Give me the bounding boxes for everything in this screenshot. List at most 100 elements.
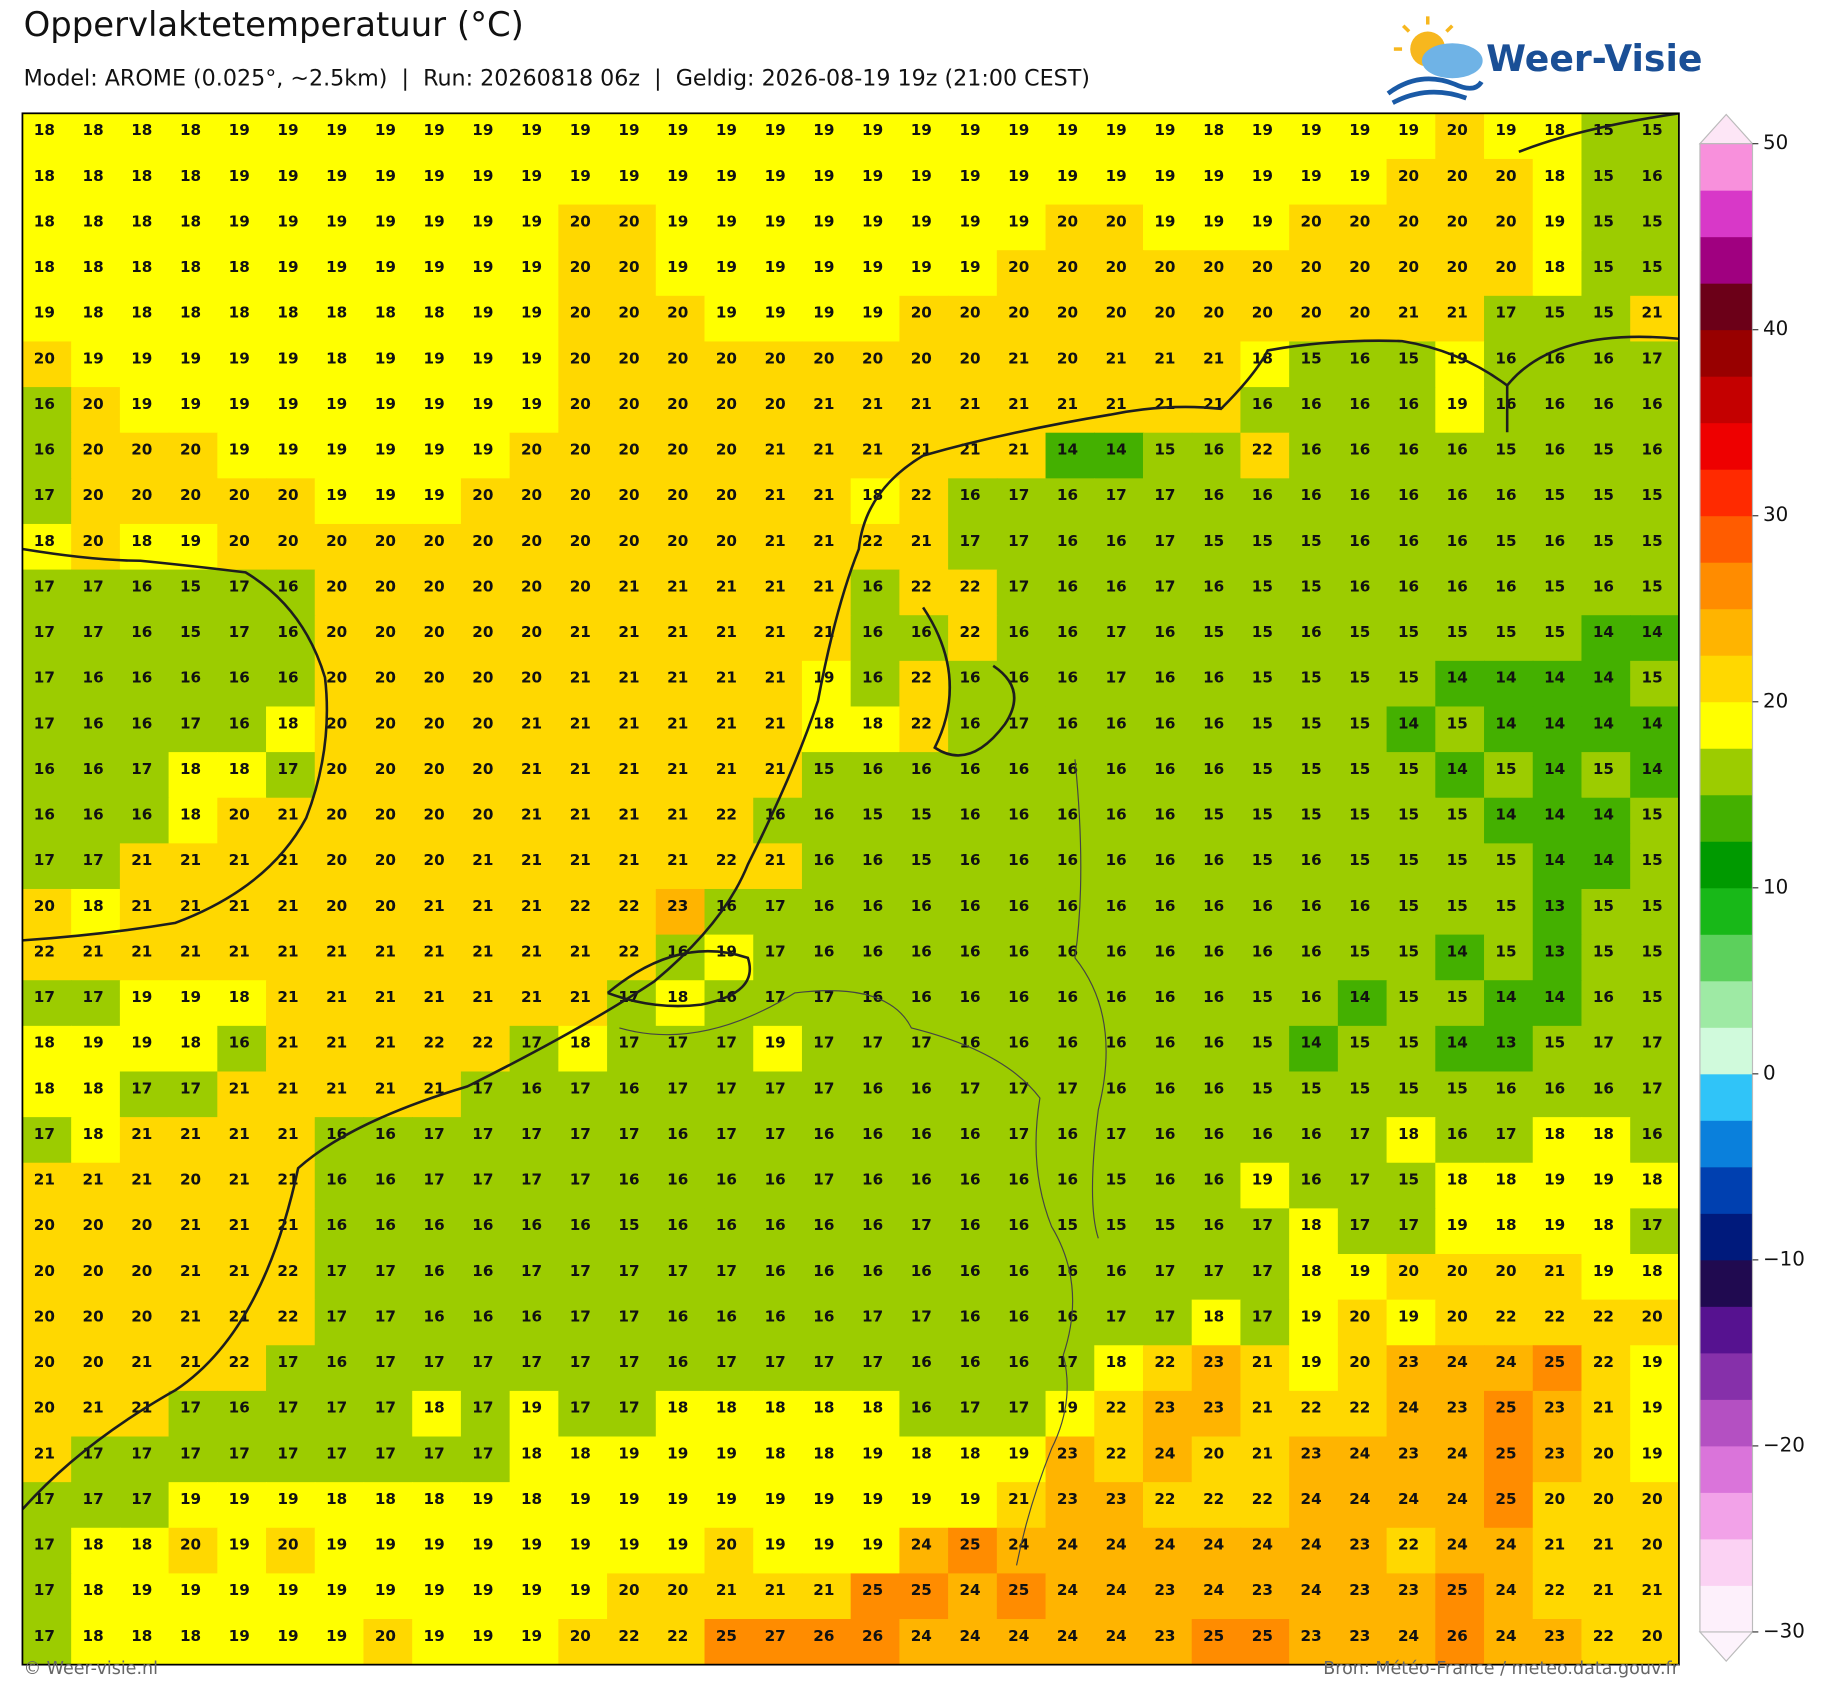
temp-label: 19	[472, 1490, 493, 1508]
temp-cell	[412, 478, 462, 525]
temp-cell	[996, 158, 1047, 206]
temp-label: 17	[1057, 1079, 1078, 1097]
temp-label: 20	[1008, 258, 1029, 276]
temp-cell	[1289, 752, 1339, 799]
temp-label: 17	[34, 851, 55, 869]
temp-cell	[1289, 250, 1339, 297]
temp-label: 22	[277, 1262, 298, 1280]
temp-label: 19	[1544, 1216, 1565, 1234]
temp-label: 21	[667, 623, 688, 641]
temp-label: 16	[1008, 623, 1029, 641]
temp-cell	[314, 615, 365, 662]
temp-cell	[899, 752, 949, 799]
temp-label: 16	[911, 942, 932, 960]
temp-cell	[1289, 158, 1339, 206]
temp-label: 21	[765, 486, 786, 504]
temp-cell	[217, 888, 267, 936]
temp-label: 19	[521, 349, 542, 367]
temp-label: 20	[83, 441, 104, 459]
temp-label: 16	[424, 1262, 445, 1280]
temp-label: 18	[1301, 1262, 1322, 1280]
temp-cell	[948, 660, 998, 708]
temp-label: 18	[131, 258, 152, 276]
temp-label: 20	[83, 1216, 104, 1234]
temp-cell	[509, 113, 560, 160]
temp-label: 16	[1495, 349, 1516, 367]
temp-label: 21	[862, 395, 883, 413]
temp-cell	[1191, 523, 1242, 571]
temp-cell	[1532, 158, 1583, 206]
temp-label: 16	[1008, 760, 1029, 778]
temp-label: 16	[1008, 988, 1029, 1006]
temp-cell	[363, 569, 413, 616]
temp-label: 21	[229, 942, 250, 960]
temp-label: 20	[1544, 1490, 1565, 1508]
temp-cell	[1094, 569, 1144, 616]
temp-label: 18	[34, 212, 55, 230]
temp-label: 17	[911, 1216, 932, 1234]
temp-label: 19	[277, 395, 298, 413]
temp-label: 15	[1642, 988, 1663, 1006]
temp-label: 15	[1593, 532, 1614, 550]
temp-label: 19	[1642, 1399, 1663, 1417]
temp-label: 14	[1593, 623, 1614, 641]
temp-cell	[1240, 569, 1290, 616]
temp-label: 17	[1495, 1125, 1516, 1143]
temp-label: 21	[1252, 1444, 1273, 1462]
temp-label: 20	[667, 349, 688, 367]
temp-label: 24	[959, 1627, 980, 1645]
temp-label: 19	[472, 121, 493, 139]
temp-cell	[1094, 660, 1144, 708]
temp-label: 20	[375, 623, 396, 641]
temp-cell	[1581, 158, 1631, 206]
temp-cell	[119, 706, 170, 753]
temp-label: 17	[1106, 1307, 1127, 1325]
temp-label: 17	[180, 714, 201, 732]
temp-label: 16	[1057, 851, 1078, 869]
temp-label: 22	[277, 1307, 298, 1325]
temp-cell	[1240, 158, 1290, 206]
colorbar-band	[1699, 934, 1753, 982]
temp-cell	[363, 660, 413, 708]
temp-cell	[509, 158, 560, 206]
temp-label: 19	[277, 1627, 298, 1645]
temp-label: 20	[34, 349, 55, 367]
temp-label: 17	[959, 1399, 980, 1417]
temp-label: 17	[472, 1399, 493, 1417]
temp-label: 18	[34, 121, 55, 139]
temp-label: 19	[862, 167, 883, 185]
temp-label: 17	[1252, 1216, 1273, 1234]
temp-cell	[801, 341, 852, 388]
temp-cell	[801, 387, 852, 434]
temp-label: 21	[911, 395, 932, 413]
temp-label: 21	[765, 669, 786, 687]
temp-cell	[168, 478, 219, 525]
temp-cell	[1240, 752, 1290, 799]
logo-rays	[1393, 16, 1454, 51]
temp-cell	[1532, 478, 1583, 525]
temp-cell	[509, 204, 560, 251]
temp-label: 15	[1398, 1079, 1419, 1097]
colorbar-band	[1699, 1306, 1753, 1354]
temp-label: 24	[1447, 1490, 1468, 1508]
colorbar-tick-label: −20	[1763, 1433, 1805, 1456]
temp-cell	[655, 432, 706, 480]
temp-label: 20	[424, 577, 445, 595]
temp-label: 21	[424, 988, 445, 1006]
temp-label: 16	[1495, 577, 1516, 595]
temp-cell	[168, 752, 219, 799]
temp-label: 19	[618, 1444, 639, 1462]
temp-label: 19	[765, 1490, 786, 1508]
temp-label: 18	[34, 258, 55, 276]
temp-label: 15	[1642, 806, 1663, 824]
temp-cell	[996, 204, 1047, 251]
temp-label: 19	[1252, 167, 1273, 185]
temp-label: 21	[326, 1034, 347, 1052]
temp-label: 24	[1154, 1444, 1175, 1462]
temp-cell	[558, 295, 608, 343]
temp-cell	[704, 797, 754, 845]
temp-cell	[266, 478, 316, 525]
temp-cell	[1386, 706, 1437, 753]
temp-label: 17	[131, 1444, 152, 1462]
temp-label: 16	[959, 1171, 980, 1189]
